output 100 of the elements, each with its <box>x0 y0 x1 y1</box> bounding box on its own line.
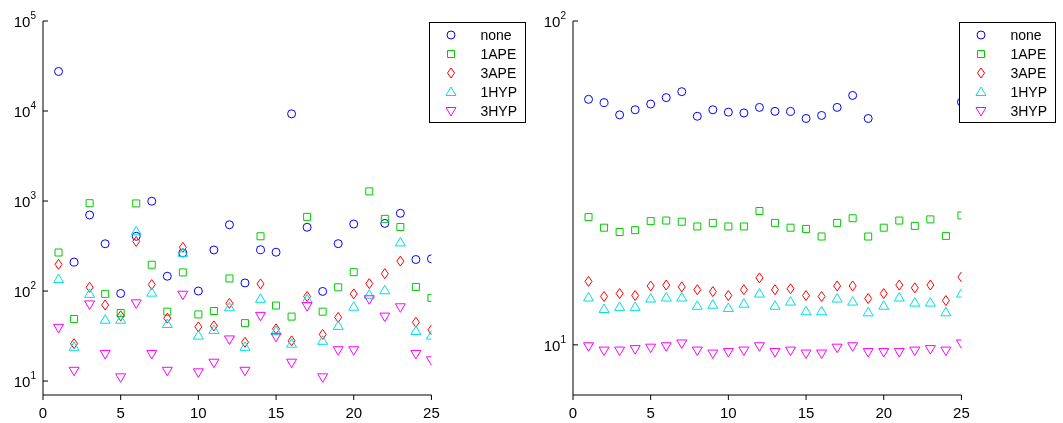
x-tick-label: 0 <box>568 403 578 421</box>
point <box>583 292 595 302</box>
point <box>317 335 329 345</box>
point <box>132 235 141 247</box>
point <box>676 339 688 349</box>
point <box>785 296 797 306</box>
point <box>53 273 65 284</box>
point <box>631 290 640 302</box>
point <box>349 288 358 300</box>
point <box>707 349 719 360</box>
point <box>817 291 826 303</box>
point <box>629 345 641 355</box>
point <box>302 222 312 232</box>
point <box>599 98 609 108</box>
point <box>646 99 656 109</box>
point <box>115 314 127 324</box>
point <box>147 260 156 269</box>
point <box>645 343 657 354</box>
point <box>940 306 952 317</box>
legend-label: 1APE <box>480 45 517 62</box>
point <box>677 281 686 293</box>
point <box>630 105 640 115</box>
point <box>161 318 173 329</box>
x-tick-label: 25 <box>953 403 970 421</box>
point <box>348 301 360 311</box>
point <box>660 292 672 302</box>
point <box>833 218 842 227</box>
point <box>770 106 780 116</box>
point <box>770 218 779 227</box>
point <box>615 228 624 237</box>
point <box>411 282 420 291</box>
point <box>615 288 624 300</box>
legend-label: 1HYP <box>480 83 517 100</box>
point <box>646 217 655 226</box>
point <box>100 239 110 249</box>
point <box>893 292 905 302</box>
point <box>84 300 96 310</box>
x-tick-label: 5 <box>116 403 125 421</box>
point <box>940 346 952 357</box>
point <box>192 368 204 378</box>
point <box>396 255 405 267</box>
point <box>84 288 96 298</box>
y-tick-label: 10$^{5}$ <box>13 10 37 30</box>
legend-label: 1APE <box>1010 45 1047 62</box>
point <box>209 245 219 255</box>
point <box>769 300 781 310</box>
point <box>286 358 298 369</box>
point <box>662 216 671 225</box>
point <box>754 102 764 112</box>
point <box>739 284 748 296</box>
point <box>208 324 220 334</box>
point <box>770 284 779 296</box>
point <box>646 280 655 292</box>
point <box>410 325 422 335</box>
legend-label: 3APE <box>1010 64 1047 81</box>
point <box>194 321 203 333</box>
y-tick-label: 10$^{3}$ <box>13 190 37 210</box>
point <box>99 314 111 324</box>
point <box>816 349 828 360</box>
y-tick-label: 10$^{4}$ <box>13 100 37 120</box>
point <box>101 299 110 311</box>
point <box>584 94 594 104</box>
point <box>676 292 688 302</box>
point <box>161 366 173 377</box>
point <box>753 342 765 352</box>
x-tick-label: 10 <box>190 403 207 421</box>
point <box>225 297 234 309</box>
point <box>54 258 63 270</box>
x-tick-label: 10 <box>720 403 737 421</box>
point <box>318 286 328 296</box>
point <box>802 290 811 302</box>
point <box>70 314 79 323</box>
point <box>708 105 718 115</box>
legend-label: none <box>480 26 512 43</box>
legend-label: 3APE <box>480 64 517 81</box>
point <box>785 346 797 357</box>
point <box>363 289 375 299</box>
point <box>318 328 327 340</box>
point <box>738 346 750 357</box>
point <box>691 300 703 310</box>
point <box>926 279 935 291</box>
point <box>85 281 94 293</box>
y-tick-label: 10$^{1}$ <box>13 370 37 390</box>
point <box>909 346 921 357</box>
point <box>116 310 125 322</box>
point <box>848 90 858 100</box>
y-tick-label: 10$^{2}$ <box>13 280 37 300</box>
point <box>691 346 703 357</box>
point <box>817 110 827 120</box>
point <box>99 349 111 360</box>
point <box>631 226 640 235</box>
point <box>769 348 781 358</box>
point <box>614 346 626 357</box>
point <box>584 213 593 222</box>
point <box>209 307 218 316</box>
x-tick-label: 15 <box>797 403 815 421</box>
point <box>847 296 859 306</box>
point <box>411 255 421 265</box>
point <box>926 215 935 224</box>
point <box>162 271 172 281</box>
